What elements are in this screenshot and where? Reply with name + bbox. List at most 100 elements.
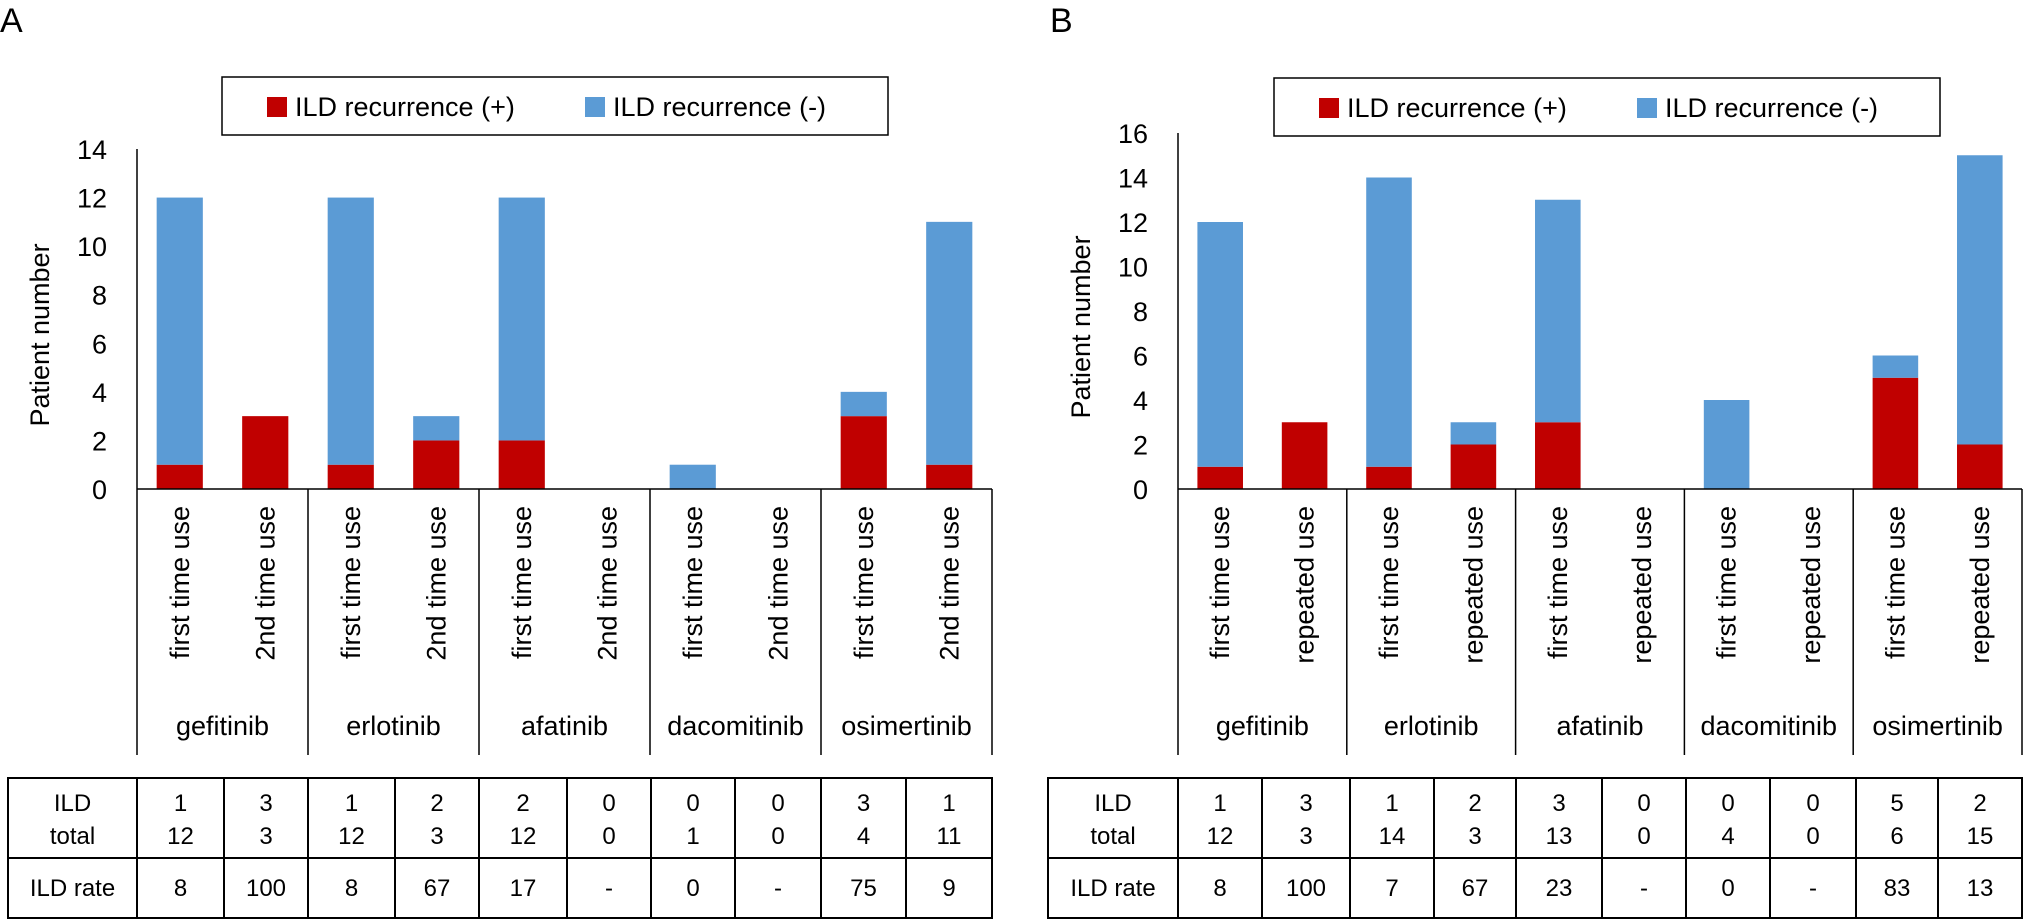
table-cell-rate: 8 [174, 875, 187, 902]
table-cell-ild: 1 [174, 790, 187, 817]
bar-ild-negative [1872, 355, 1919, 378]
legend-swatch-positive [1319, 98, 1339, 118]
table-cell-ild: 2 [1468, 790, 1481, 817]
bar-ild-negative [926, 221, 973, 465]
data-table [1047, 777, 2023, 919]
table-cell-total: 12 [338, 823, 365, 850]
table-cell-rate: 100 [1286, 875, 1326, 902]
y-tick-label: 4 [92, 378, 107, 408]
x-category-label: first time use [165, 506, 195, 659]
bar-ild-positive [413, 440, 460, 489]
x-group-label: afatinib [521, 711, 608, 741]
table-row-label-total: total [50, 823, 95, 850]
x-category-label: repeated use [1796, 506, 1826, 664]
table-cell-total: 3 [1299, 823, 1312, 850]
table-cell-ild: 3 [1299, 790, 1312, 817]
y-tick-label: 14 [1118, 164, 1148, 194]
table-cell-rate: 67 [1462, 875, 1489, 902]
x-group-label: osimertinib [1872, 711, 2003, 741]
table-row-label-rate: ILD rate [1070, 875, 1155, 902]
table-cell-total: 4 [857, 823, 870, 850]
table-cell-total: 14 [1379, 823, 1406, 850]
bar-ild-negative [1535, 199, 1581, 423]
x-category-label: first time use [1712, 506, 1742, 659]
table-cell-total: 13 [1546, 823, 1573, 850]
x-category-label: first time use [1374, 506, 1404, 659]
y-tick-label: 0 [92, 475, 107, 505]
bar-ild-positive [840, 416, 887, 489]
bar-ild-negative [327, 197, 374, 465]
table-cell-total: 11 [937, 823, 962, 850]
table-cell-ild: 2 [430, 790, 443, 817]
table-cell-rate: 7 [1385, 875, 1398, 902]
table-cell-rate: 0 [686, 875, 699, 902]
x-category-label: first time use [1205, 506, 1235, 659]
table-cell-rate: 83 [1884, 875, 1911, 902]
table-cell-ild: 1 [1213, 790, 1226, 817]
y-tick-label: 2 [1133, 431, 1148, 461]
table-cell-rate: 75 [850, 875, 877, 902]
x-category-label: first time use [1880, 506, 1910, 659]
table-cell-rate: 67 [424, 875, 451, 902]
table-cell-total: 0 [1806, 823, 1819, 850]
x-category-label: first time use [507, 506, 537, 659]
table-cell-rate: - [605, 875, 613, 902]
x-category-label: first time use [849, 506, 879, 659]
x-group-label: dacomitinib [1701, 711, 1838, 741]
legend-box [221, 76, 889, 136]
legend-swatch-negative [585, 97, 605, 117]
table-cell-ild: 2 [1973, 790, 1986, 817]
table-cell-ild: 1 [345, 790, 358, 817]
table-cell-total: 1 [686, 823, 699, 850]
bar-ild-positive [1535, 422, 1581, 489]
table-cell-rate: - [1640, 875, 1648, 902]
table-cell-total: 12 [167, 823, 194, 850]
bar-ild-negative [1957, 155, 2003, 445]
table-row-label-ild: ILD [54, 790, 91, 817]
legend-box [1273, 77, 1941, 137]
x-category-label: repeated use [1627, 506, 1657, 664]
legend-label-negative: ILD recurrence (-) [613, 92, 826, 122]
table-cell-ild: 3 [259, 790, 272, 817]
panel-label: A [0, 2, 23, 40]
legend-label-negative: ILD recurrence (-) [1665, 93, 1878, 123]
x-category-label: first time use [336, 506, 366, 659]
table-cell-total: 0 [771, 823, 784, 850]
table-cell-ild: 0 [1637, 790, 1650, 817]
table-row-label-total: total [1090, 823, 1135, 850]
bar-ild-negative [840, 391, 887, 417]
bar-ild-negative [413, 416, 460, 441]
table-cell-total: 15 [1967, 823, 1994, 850]
y-tick-label: 8 [1133, 297, 1148, 327]
x-category-label: 2nd time use [592, 506, 622, 661]
bar-ild-negative [498, 197, 545, 441]
bar-ild-positive [156, 464, 203, 489]
y-tick-label: 10 [1118, 253, 1148, 283]
table-row-label-rate: ILD rate [30, 875, 115, 902]
table-cell-total: 6 [1890, 823, 1903, 850]
table-cell-rate: 100 [246, 875, 286, 902]
bar-ild-negative [669, 464, 716, 489]
table-cell-rate: 8 [345, 875, 358, 902]
y-tick-label: 8 [92, 281, 107, 311]
x-category-label: repeated use [1290, 506, 1320, 664]
x-group-label: erlotinib [346, 711, 441, 741]
bar-ild-positive [1957, 444, 2003, 489]
y-tick-label: 10 [77, 232, 107, 262]
table-cell-total: 3 [1468, 823, 1481, 850]
table-cell-total: 3 [259, 823, 272, 850]
table-cell-total: 4 [1721, 823, 1734, 850]
legend-label-positive: ILD recurrence (+) [1347, 93, 1567, 123]
bar-ild-positive [1197, 466, 1243, 489]
y-tick-label: 16 [1118, 119, 1148, 149]
x-category-label: first time use [1543, 506, 1573, 659]
table-cell-rate: 23 [1546, 875, 1573, 902]
table-cell-ild: 0 [1721, 790, 1734, 817]
chart-panel-b: B ILD recurrence (+) ILD recurrence (-) 0 2 4… [1047, 2, 2023, 919]
table-cell-total: 3 [430, 823, 443, 850]
bar-ild-negative [1366, 177, 1412, 467]
y-tick-label: 6 [92, 329, 107, 359]
bar-ild-positive [1450, 444, 1497, 489]
table-cell-total: 0 [1637, 823, 1650, 850]
